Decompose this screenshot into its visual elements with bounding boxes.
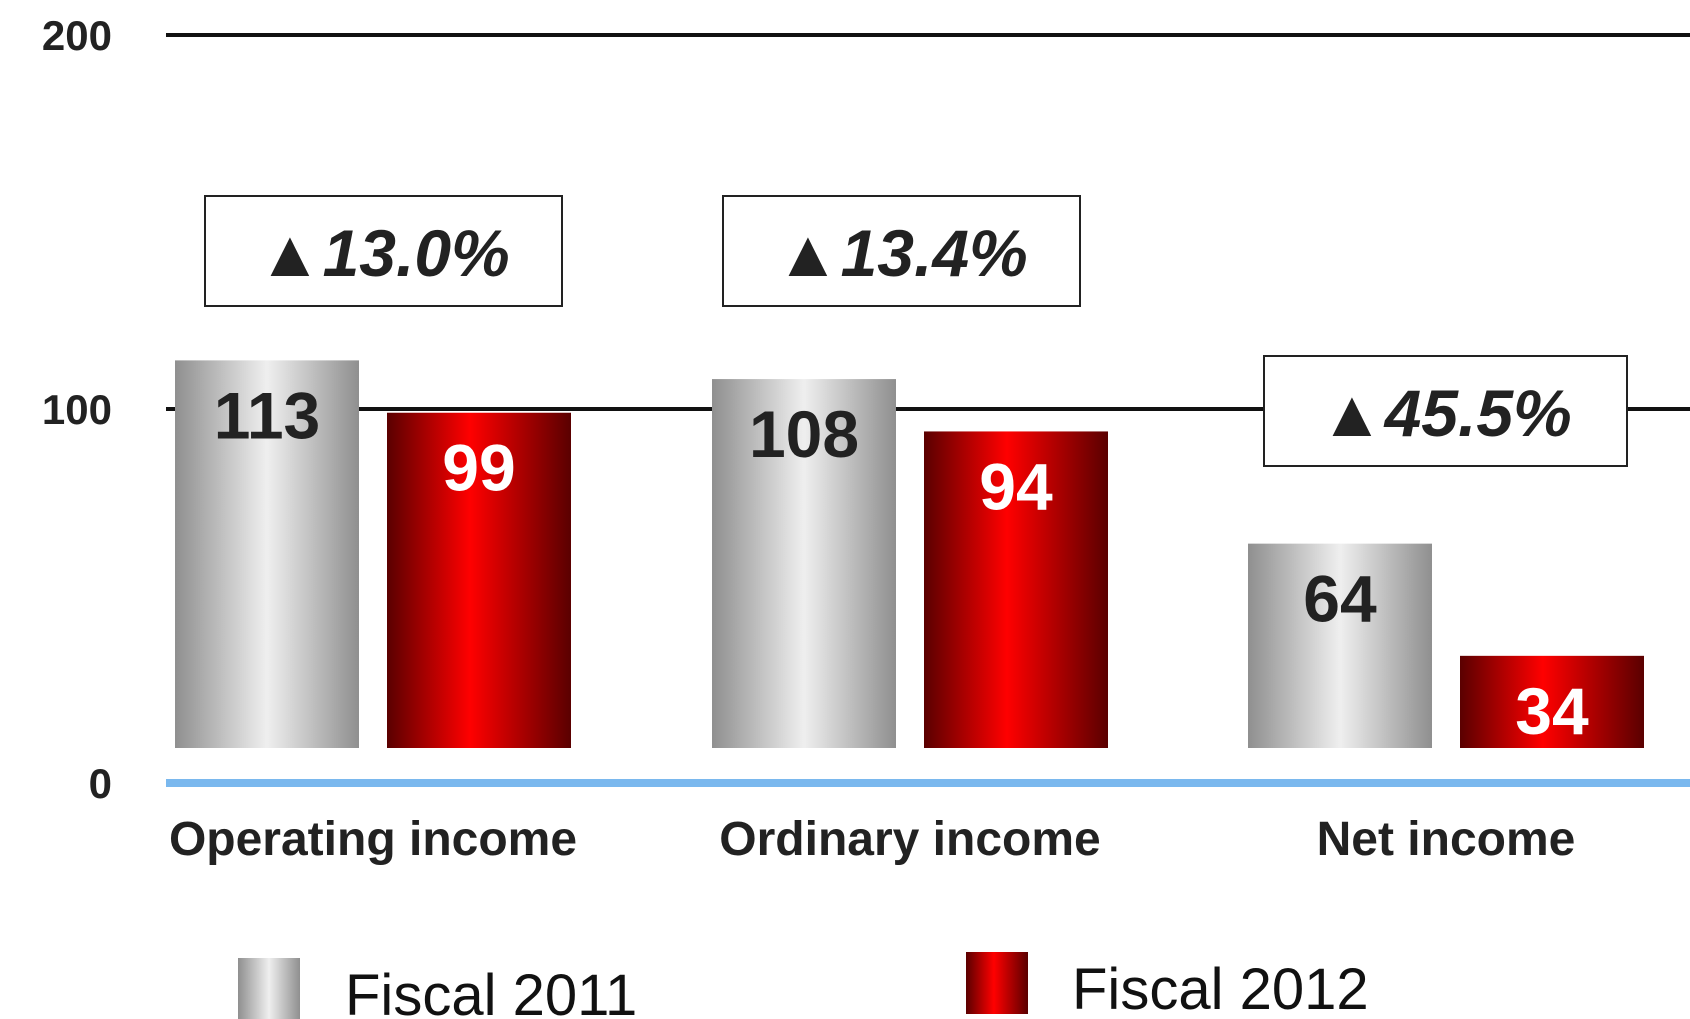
category-label-ordinary-income: Ordinary income [719,813,1100,866]
y-tick-label-200: 200 [42,12,112,59]
annotations: ▲13.0% ▲13.4% ▲45.5% [204,195,1628,467]
bar-operating-income-fiscal-2012 [387,412,571,748]
legend-swatch [966,952,1028,1014]
legend-swatch [238,958,300,1019]
category-label-operating-income: Operating income [169,813,577,866]
bar-ordinary-income-fiscal-2011 [712,379,896,748]
annotation-frame [1263,355,1628,467]
legend: Fiscal 2011 Fiscal 2012 [238,952,1369,1019]
y-tick-label-0: 0 [89,760,112,807]
annotation-frame [722,195,1081,307]
data-label-operating-income-fiscal-2012: 99 [442,431,515,505]
legend-label: Fiscal 2012 [1072,957,1369,1019]
annotation-box-3: ▲45.5% [1263,355,1628,467]
category-label-net-income: Net income [1317,813,1576,866]
annotation-box-2: ▲13.4% [722,195,1081,307]
y-tick-label-100: 100 [42,386,112,433]
data-label-ordinary-income-fiscal-2011: 108 [749,397,859,471]
bar-ordinary-income-fiscal-2012 [924,431,1108,748]
data-labels: 113 99 108 94 64 34 [214,378,1589,747]
data-label-operating-income-fiscal-2011: 113 [214,378,320,452]
annotation-box-1: ▲13.0% [204,195,563,307]
data-label-ordinary-income-fiscal-2012: 94 [979,449,1053,523]
legend-item-fiscal-2012: Fiscal 2012 [966,952,1369,1019]
bar-net-income-fiscal-2011 [1248,543,1432,748]
legend-label: Fiscal 2011 [345,963,637,1019]
annotation-text: ▲13.4% [775,216,1027,290]
bar-operating-income-fiscal-2011 [175,360,359,748]
annotation-frame [204,195,563,307]
data-label-net-income-fiscal-2012: 34 [1515,674,1589,748]
annotation-text: ▲45.5% [1319,376,1571,450]
x-axis-categories: Operating income Ordinary income Net incom… [169,813,1575,866]
data-label-net-income-fiscal-2011: 64 [1303,562,1377,636]
bars [175,360,1644,748]
bar-net-income-fiscal-2012 [1460,655,1644,748]
y-axis-ticks: 0 100 200 [42,12,112,807]
legend-item-fiscal-2011: Fiscal 2011 [238,958,637,1019]
annotation-text: ▲13.0% [257,216,509,290]
